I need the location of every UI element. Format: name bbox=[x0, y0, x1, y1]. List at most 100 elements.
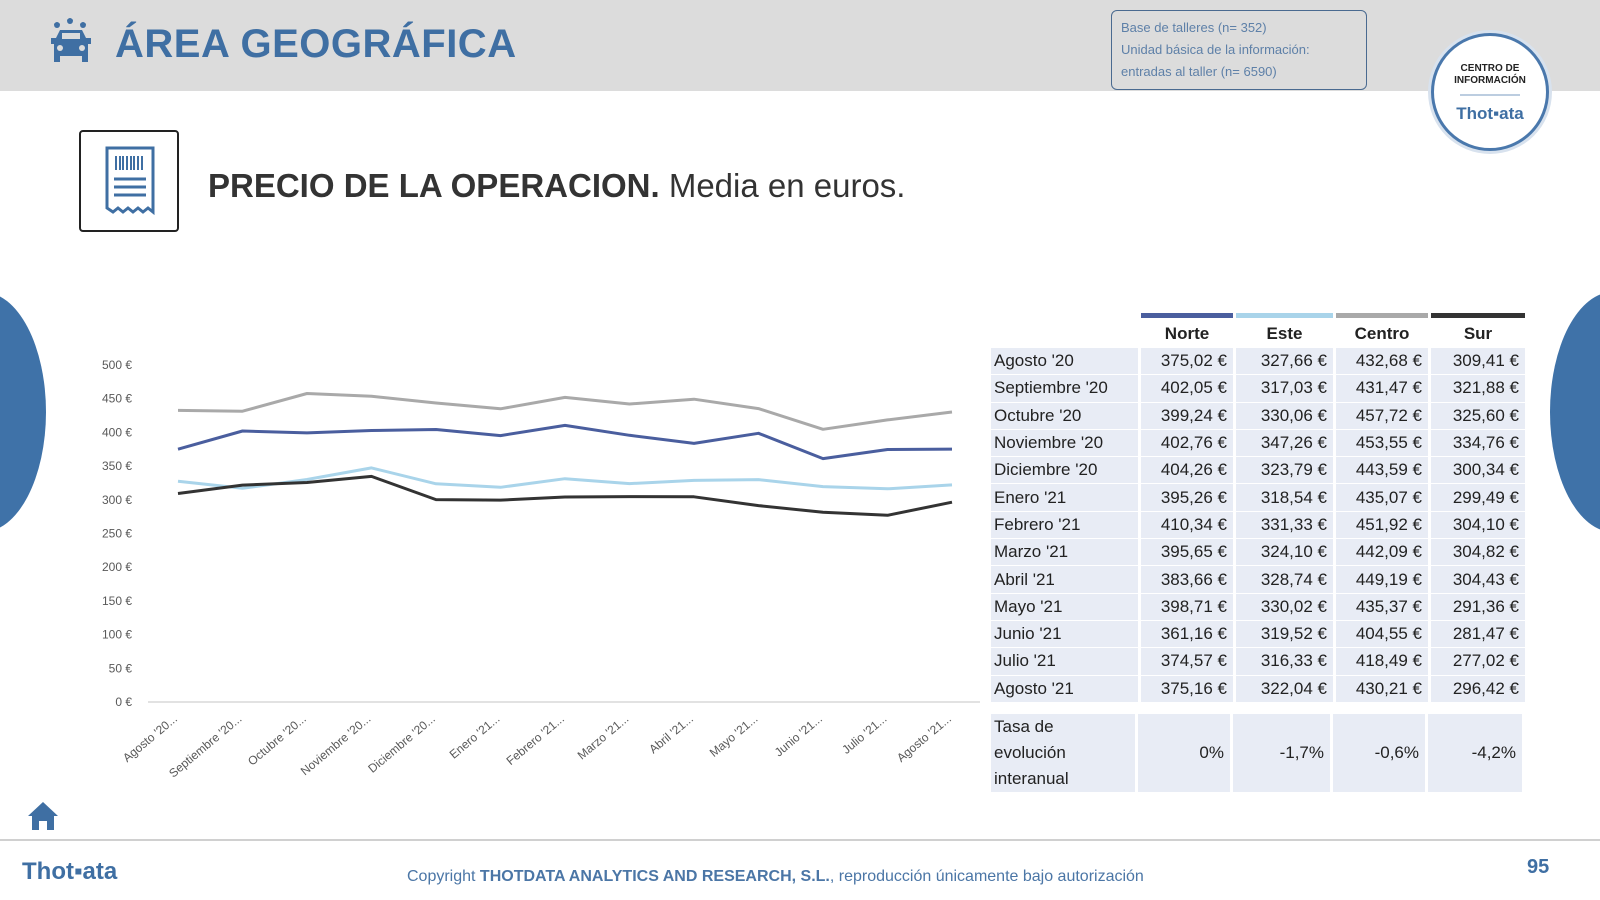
table-cell-month: Marzo '21 bbox=[991, 539, 1138, 567]
table-cell-value: 327,66 € bbox=[1236, 348, 1333, 376]
table-row: Junio '21 361,16 €319,52 €404,55 €281,47 … bbox=[991, 620, 1525, 649]
tasa-centro: -0,6% bbox=[1333, 714, 1425, 792]
tasa-label-line: interanual bbox=[994, 769, 1069, 788]
copyright-company: THOTDATA ANALYTICS AND RESEARCH, S.L. bbox=[479, 868, 830, 885]
y-tick-label: 500 € bbox=[102, 358, 132, 372]
badge-line-1: CENTRO DE bbox=[1460, 63, 1520, 74]
subtitle-normal: Media en euros. bbox=[659, 167, 906, 204]
x-tick-label: Agosto '20... bbox=[120, 712, 180, 765]
y-tick-label: 350 € bbox=[102, 459, 132, 473]
table-cell-value: 347,26 € bbox=[1236, 429, 1333, 458]
x-tick-label: Diciembre '20... bbox=[365, 712, 438, 776]
series-line-sur bbox=[177, 474, 953, 517]
table-cell-value: 322,04 € bbox=[1236, 675, 1333, 703]
y-tick-label: 250 € bbox=[102, 527, 132, 541]
table-cell-value: 328,74 € bbox=[1236, 566, 1333, 594]
table-cell-month: Septiembre '20 bbox=[991, 375, 1138, 403]
x-tick-label: Mayo '21... bbox=[707, 712, 761, 760]
table-header-sur: Sur bbox=[1431, 313, 1525, 348]
table-row: Abril '21 383,66 €328,74 €449,19 €304,43 … bbox=[991, 566, 1525, 594]
table-cell-month: Abril '21 bbox=[991, 566, 1138, 594]
table-row: Septiembre '20 402,05 €317,03 €431,47 €32… bbox=[991, 375, 1525, 403]
table-cell-value: 321,88 € bbox=[1431, 375, 1525, 403]
table-cell-value: 375,16 € bbox=[1141, 675, 1233, 703]
y-tick-label: 150 € bbox=[102, 594, 132, 608]
x-tick-label: Noviembre '20... bbox=[298, 712, 374, 779]
y-tick-label: 50 € bbox=[109, 661, 133, 675]
copyright-text: Copyright THOTDATA ANALYTICS AND RESEARC… bbox=[407, 868, 1144, 886]
table-cell-value: 418,49 € bbox=[1336, 648, 1428, 676]
table-row: Mayo '21 398,71 €330,02 €435,37 €291,36 € bbox=[991, 593, 1525, 621]
info-line: entradas al taller (n= 6590) bbox=[1121, 64, 1277, 79]
y-tick-label: 450 € bbox=[102, 392, 132, 406]
data-table: Norte Este Centro Sur Agosto '20 375,02 €… bbox=[988, 313, 1528, 703]
table-cell-value: 404,26 € bbox=[1141, 457, 1233, 485]
table-cell-month: Agosto '20 bbox=[991, 348, 1138, 376]
footer-logo: Thot▪ata bbox=[22, 858, 118, 885]
table-cell-value: 309,41 € bbox=[1431, 348, 1525, 376]
receipt-icon-box bbox=[79, 130, 179, 232]
table-cell-value: 451,92 € bbox=[1336, 511, 1428, 540]
table-row: Noviembre '20 402,76 €347,26 €453,55 €334… bbox=[991, 429, 1525, 458]
table-cell-value: 457,72 € bbox=[1336, 402, 1428, 430]
table-cell-value: 402,05 € bbox=[1141, 375, 1233, 403]
table-cell-value: 304,10 € bbox=[1431, 511, 1525, 540]
table-cell-value: 430,21 € bbox=[1336, 675, 1428, 703]
x-tick-label: Febrero '21... bbox=[504, 712, 567, 768]
x-tick-label: Marzo '21... bbox=[575, 712, 632, 763]
table-cell-value: 319,52 € bbox=[1236, 620, 1333, 649]
copyright-post: , reproducción únicamente bajo autorizac… bbox=[829, 868, 1144, 885]
page-title: ÁREA GEOGRÁFICA bbox=[115, 22, 517, 66]
table-cell-value: 361,16 € bbox=[1141, 620, 1233, 649]
table-cell-month: Diciembre '20 bbox=[991, 457, 1138, 485]
table-cell-value: 330,06 € bbox=[1236, 402, 1333, 430]
table-row: Julio '21 374,57 €316,33 €418,49 €277,02 … bbox=[991, 648, 1525, 676]
table-cell-value: 296,42 € bbox=[1431, 675, 1525, 703]
x-tick-label: Julio '21... bbox=[839, 712, 889, 757]
table-cell-value: 374,57 € bbox=[1141, 648, 1233, 676]
tasa-label-line: Tasa de bbox=[994, 717, 1054, 736]
badge-text: CENTRO DE INFORMACIÓN bbox=[1434, 63, 1546, 87]
table-cell-value: 300,34 € bbox=[1431, 457, 1525, 485]
info-box: Base de talleres (n= 352) Unidad básica … bbox=[1111, 10, 1367, 90]
table-cell-value: 318,54 € bbox=[1236, 484, 1333, 512]
x-tick-label: Junio '21... bbox=[772, 712, 825, 760]
y-tick-label: 300 € bbox=[102, 493, 132, 507]
table-cell-value: 299,49 € bbox=[1431, 484, 1525, 512]
table-cell-value: 316,33 € bbox=[1236, 648, 1333, 676]
table-cell-value: 404,55 € bbox=[1336, 620, 1428, 649]
subtitle-bold: PRECIO DE LA OPERACION. bbox=[208, 167, 660, 204]
chart-subtitle: PRECIO DE LA OPERACION. Media en euros. bbox=[208, 167, 905, 205]
table-cell-value: 325,60 € bbox=[1431, 402, 1525, 430]
table-cell-value: 277,02 € bbox=[1431, 648, 1525, 676]
copyright-pre: Copyright bbox=[407, 868, 480, 885]
x-tick-label: Abril '21... bbox=[646, 712, 696, 757]
tasa-label-line: evolución bbox=[994, 743, 1066, 762]
info-center-badge[interactable]: CENTRO DE INFORMACIÓN Thot▪ata bbox=[1431, 33, 1549, 151]
badge-line-2: INFORMACIÓN bbox=[1454, 75, 1526, 86]
home-icon[interactable] bbox=[26, 800, 60, 832]
table-cell-month: Junio '21 bbox=[991, 620, 1138, 649]
footer-divider bbox=[0, 839, 1600, 841]
table-cell-value: 330,02 € bbox=[1236, 593, 1333, 621]
series-line-norte bbox=[177, 423, 953, 461]
tasa-row: Tasa de evolución interanual 0% -1,7% -0… bbox=[991, 714, 1522, 792]
table-cell-value: 331,33 € bbox=[1236, 511, 1333, 540]
y-tick-label: 200 € bbox=[102, 560, 132, 574]
table-row: Enero '21 395,26 €318,54 €435,07 €299,49 … bbox=[991, 484, 1525, 512]
badge-brand: Thot▪ata bbox=[1456, 104, 1524, 123]
table-row: Agosto '20 375,02 €327,66 €432,68 €309,41… bbox=[991, 348, 1525, 376]
table-cell-month: Agosto '21 bbox=[991, 675, 1138, 703]
table-cell-month: Mayo '21 bbox=[991, 593, 1138, 621]
side-decoration-right bbox=[1550, 292, 1600, 532]
table-header-centro: Centro bbox=[1336, 313, 1428, 348]
table-cell-value: 375,02 € bbox=[1141, 348, 1233, 376]
table-cell-value: 281,47 € bbox=[1431, 620, 1525, 649]
y-tick-label: 0 € bbox=[115, 695, 132, 709]
receipt-icon bbox=[105, 146, 155, 216]
x-tick-label: Octubre '20... bbox=[245, 712, 309, 769]
badge-divider bbox=[1460, 94, 1520, 96]
table-cell-value: 442,09 € bbox=[1336, 539, 1428, 567]
car-icon bbox=[51, 18, 91, 62]
table-cell-value: 453,55 € bbox=[1336, 429, 1428, 458]
